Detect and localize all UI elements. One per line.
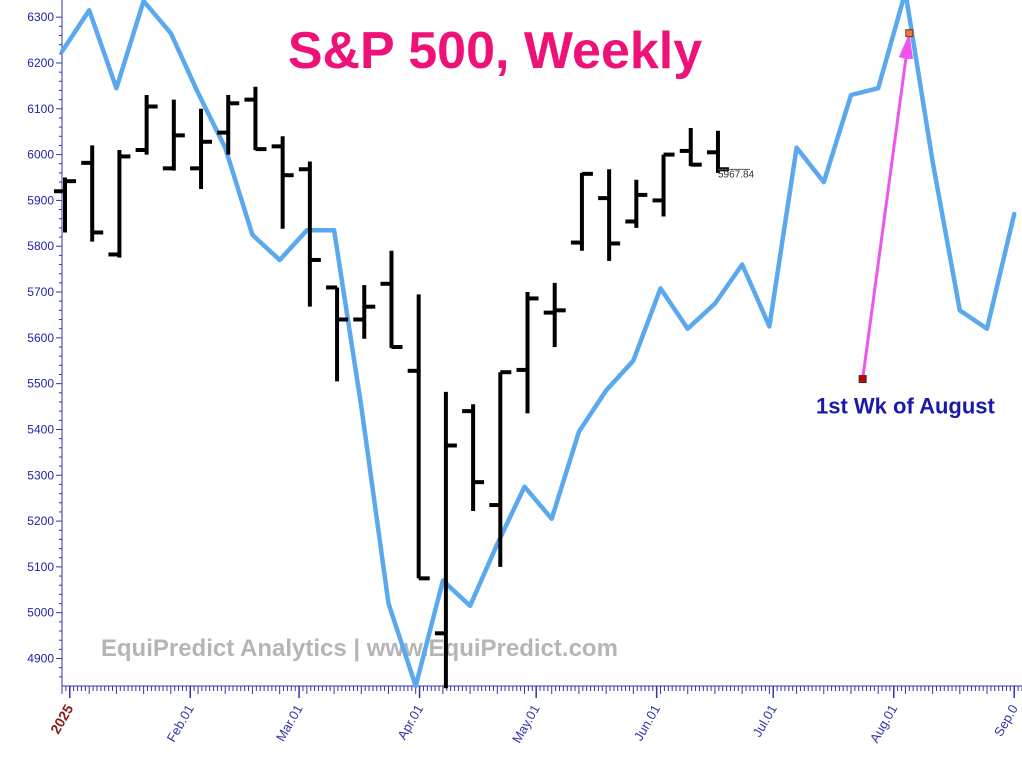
x-tick-label: Jul.01 <box>750 702 780 740</box>
price-bar <box>190 108 213 189</box>
price-bar <box>407 294 430 581</box>
price-bar <box>543 282 566 347</box>
y-tick-label: 6000 <box>27 148 54 162</box>
price-bar <box>54 177 76 233</box>
x-tick-label: Aug.01 <box>867 702 901 745</box>
x-tick-label: Mar.01 <box>273 702 306 744</box>
y-tick-label: 5100 <box>27 560 54 574</box>
price-bar <box>462 404 485 512</box>
price-bar <box>598 169 621 261</box>
y-tick-label: 5500 <box>27 377 54 391</box>
y-tick-label: 5200 <box>27 514 54 528</box>
price-bar <box>298 161 321 307</box>
forecast-arrow-head <box>898 33 914 59</box>
y-tick-label: 5600 <box>27 331 54 345</box>
price-bar <box>516 292 539 414</box>
price-bar <box>625 179 648 228</box>
y-tick-label: 6100 <box>27 102 54 116</box>
arrow-start-marker <box>858 375 867 384</box>
y-tick-label: 5700 <box>27 285 54 299</box>
price-bar <box>271 136 294 229</box>
arrow-end-marker <box>905 29 914 38</box>
x-tick-label: Jun.01 <box>631 702 664 743</box>
chart-title: S&P 500, Weekly <box>288 22 702 80</box>
x-tick-label: May.01 <box>509 702 543 746</box>
y-tick-label: 4900 <box>27 652 54 666</box>
x-tick-label: Sep.0 <box>991 702 1021 739</box>
price-bar <box>135 95 158 155</box>
price-bar <box>434 391 457 689</box>
x-tick-label: Feb.01 <box>164 702 197 745</box>
price-bar <box>244 86 267 152</box>
price-bar <box>679 128 702 167</box>
price-bar <box>81 145 104 242</box>
y-tick-label: 5800 <box>27 239 54 253</box>
price-bar <box>162 99 185 171</box>
y-tick-label: 5400 <box>27 422 54 436</box>
forecast-arrow-shaft <box>861 58 908 380</box>
price-bar <box>353 285 376 339</box>
price-bar <box>489 370 512 567</box>
price-bar <box>652 152 675 217</box>
annotation-first-week-august: 1st Wk of August <box>816 393 996 418</box>
price-bar <box>108 150 131 258</box>
y-tick-label: 6300 <box>27 10 54 24</box>
price-bar <box>326 285 349 382</box>
y-tick-label: 5900 <box>27 193 54 207</box>
x-tick-label: Apr.01 <box>394 702 426 742</box>
price-bar <box>380 250 403 349</box>
price-bar <box>217 95 240 155</box>
x-tick-label: 2025 <box>47 701 77 736</box>
y-tick-label: 5000 <box>27 606 54 620</box>
price-bar <box>570 171 593 251</box>
y-tick-label: 5300 <box>27 468 54 482</box>
y-tick-label: 6200 <box>27 56 54 70</box>
watermark-text: EquiPredict Analytics | www.EquiPredict.… <box>101 635 618 662</box>
forecast-series-line <box>59 0 1017 689</box>
last-price-label: 5967.84 <box>718 169 755 180</box>
price-bar <box>706 130 729 173</box>
